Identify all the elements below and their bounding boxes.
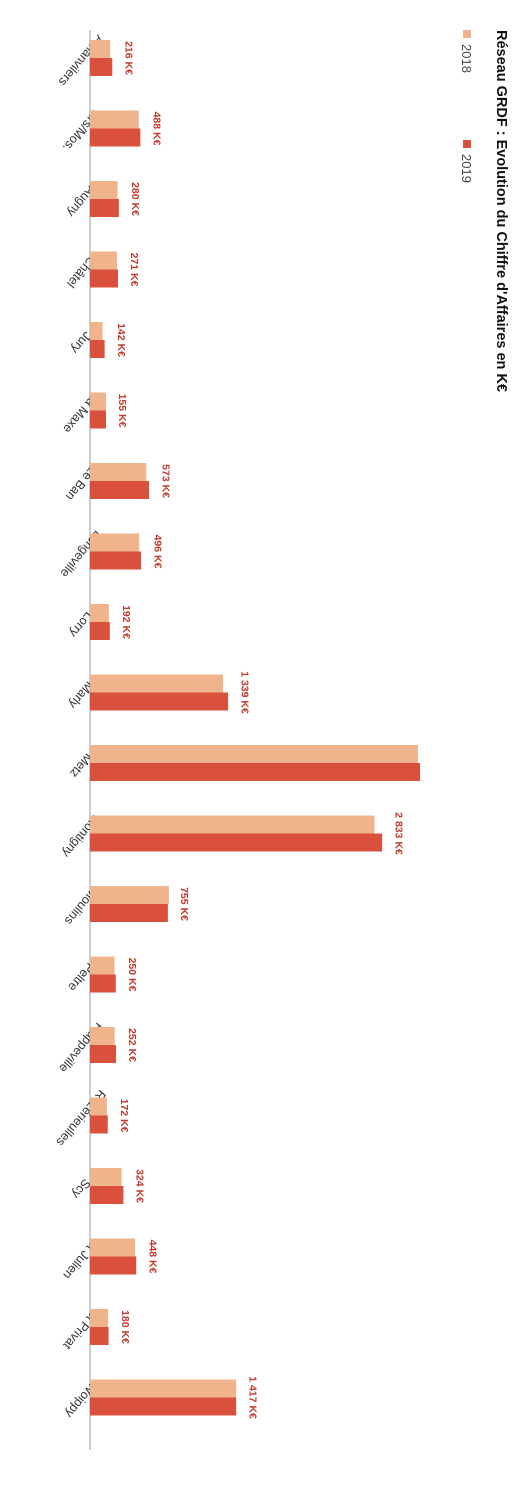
bar-2019-13 — [90, 974, 116, 993]
data-label: 488 K€ — [151, 112, 163, 146]
bar-2019-15 — [89, 1115, 108, 1134]
data-label: 155 K€ — [116, 394, 128, 428]
bar-2018-10 — [90, 745, 418, 763]
data-label: 192 K€ — [120, 605, 132, 639]
bar-2018-13 — [89, 956, 115, 975]
data-label: 280 K€ — [129, 182, 141, 216]
bar-2018-5 — [90, 392, 106, 411]
bar-2019-17 — [90, 1256, 137, 1275]
bar-2018-8 — [90, 604, 109, 622]
bar-2019-14 — [89, 1045, 116, 1063]
bar-2018-2 — [90, 181, 118, 199]
data-label: 271 K€ — [128, 253, 140, 287]
bar-2018-16 — [89, 1168, 122, 1186]
data-label: 324 K€ — [134, 1169, 146, 1203]
plot-area: Amanvilers 216 K€Ars/Mos. 488 K€Augny 280 K… — [54, 30, 420, 1450]
data-label: 448 K€ — [146, 1240, 158, 1274]
bar-2018-0 — [89, 40, 111, 58]
data-label: 755 K€ — [178, 887, 190, 921]
bar-2019-11 — [89, 833, 383, 852]
legend: 2018 2019 — [459, 30, 474, 183]
category-label: Scy — [69, 1176, 94, 1202]
bar-2018-14 — [90, 1027, 115, 1045]
data-label: 2 833 K€ — [392, 812, 404, 855]
data-label: 216 K€ — [122, 41, 134, 75]
bar-2018-6 — [89, 463, 147, 481]
bar-2018-17 — [89, 1238, 136, 1257]
data-label: 573 K€ — [159, 464, 171, 498]
bar-2018-19 — [89, 1379, 237, 1398]
bar-2018-3 — [89, 251, 117, 270]
bar-2019-5 — [90, 410, 106, 429]
bar-2019-3 — [89, 269, 118, 288]
bar-2019-9 — [90, 692, 229, 711]
bar-2018-1 — [90, 110, 139, 129]
chart-title: Réseau GRDF : Evolution du Chiffre d'Aff… — [493, 30, 509, 392]
data-label: 496 K€ — [151, 535, 163, 569]
data-label: 180 K€ — [119, 1310, 131, 1344]
legend-label-2018: 2018 — [459, 44, 474, 73]
bar-2019-0 — [89, 58, 113, 76]
data-label: 250 K€ — [126, 958, 138, 992]
data-label: 1 339 K€ — [238, 671, 250, 714]
bar-2019-4 — [89, 340, 105, 358]
bar-2018-7 — [89, 533, 140, 552]
bar-2019-16 — [90, 1186, 124, 1204]
data-label: 252 K€ — [126, 1028, 138, 1062]
bar-2018-11 — [90, 815, 375, 834]
bar-2019-2 — [90, 199, 119, 217]
data-label: 142 K€ — [115, 323, 127, 357]
data-label: 1 417 K€ — [246, 1376, 258, 1419]
bar-2019-18 — [90, 1327, 109, 1345]
bar-2018-18 — [90, 1309, 109, 1327]
legend-swatch-2019 — [463, 140, 471, 148]
bar-2019-10 — [90, 763, 420, 781]
bar-2019-1 — [90, 128, 141, 147]
legend-label-2019: 2019 — [459, 154, 474, 183]
bar-2019-6 — [90, 481, 150, 499]
bar-2018-15 — [90, 1097, 107, 1116]
bar-2019-19 — [89, 1397, 237, 1416]
legend-swatch-2018 — [463, 30, 471, 38]
bar-2019-7 — [89, 551, 142, 570]
bar-2018-4 — [89, 322, 103, 340]
bar-2018-12 — [90, 886, 169, 904]
bar-2019-8 — [89, 622, 110, 640]
bar-2018-9 — [90, 674, 224, 693]
bar-2019-12 — [90, 904, 168, 922]
data-label: 172 K€ — [118, 1099, 130, 1133]
